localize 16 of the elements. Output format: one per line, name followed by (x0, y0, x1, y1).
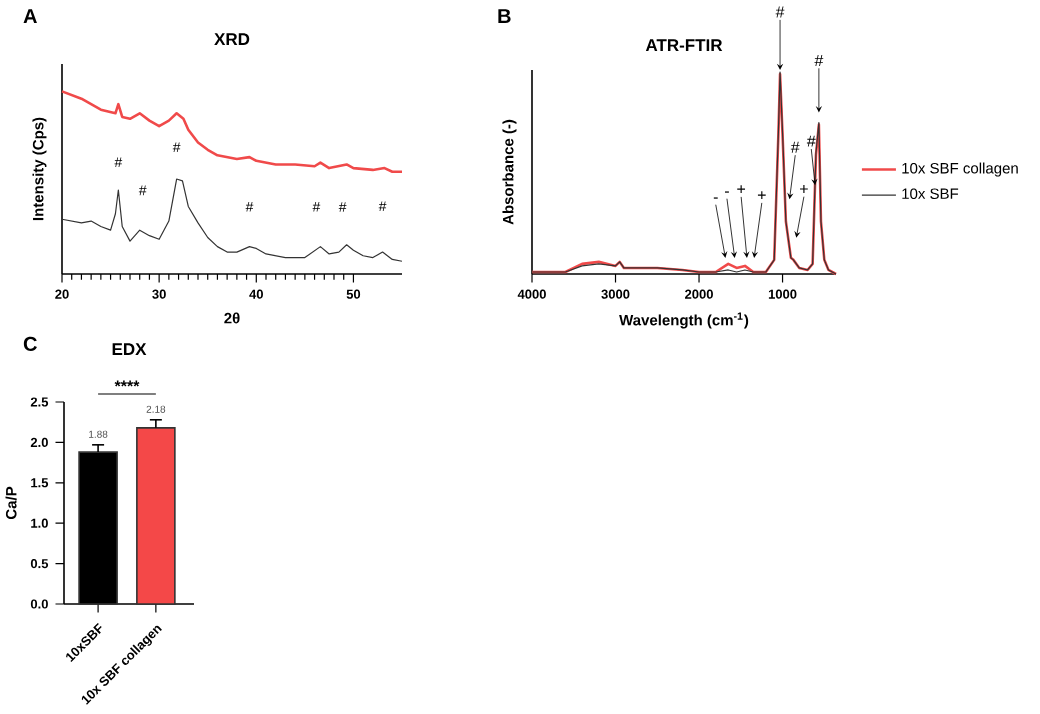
annotation: # (806, 135, 816, 147)
chart-title: EDX (112, 343, 147, 356)
annotation: # (775, 6, 785, 18)
annotation: - (713, 197, 718, 199)
annotation: - (725, 191, 729, 193)
text: A (23, 9, 37, 23)
annotation: # (814, 54, 824, 66)
annotation: + (737, 185, 746, 194)
annotation: # (790, 141, 800, 153)
chart-title: XRD (214, 33, 250, 46)
text: C (23, 336, 37, 351)
annotation: + (757, 191, 766, 200)
annotation: + (800, 185, 808, 193)
chart-title: ATR-FTIR (645, 39, 723, 52)
text: **** (114, 380, 140, 387)
text: B (498, 9, 511, 23)
